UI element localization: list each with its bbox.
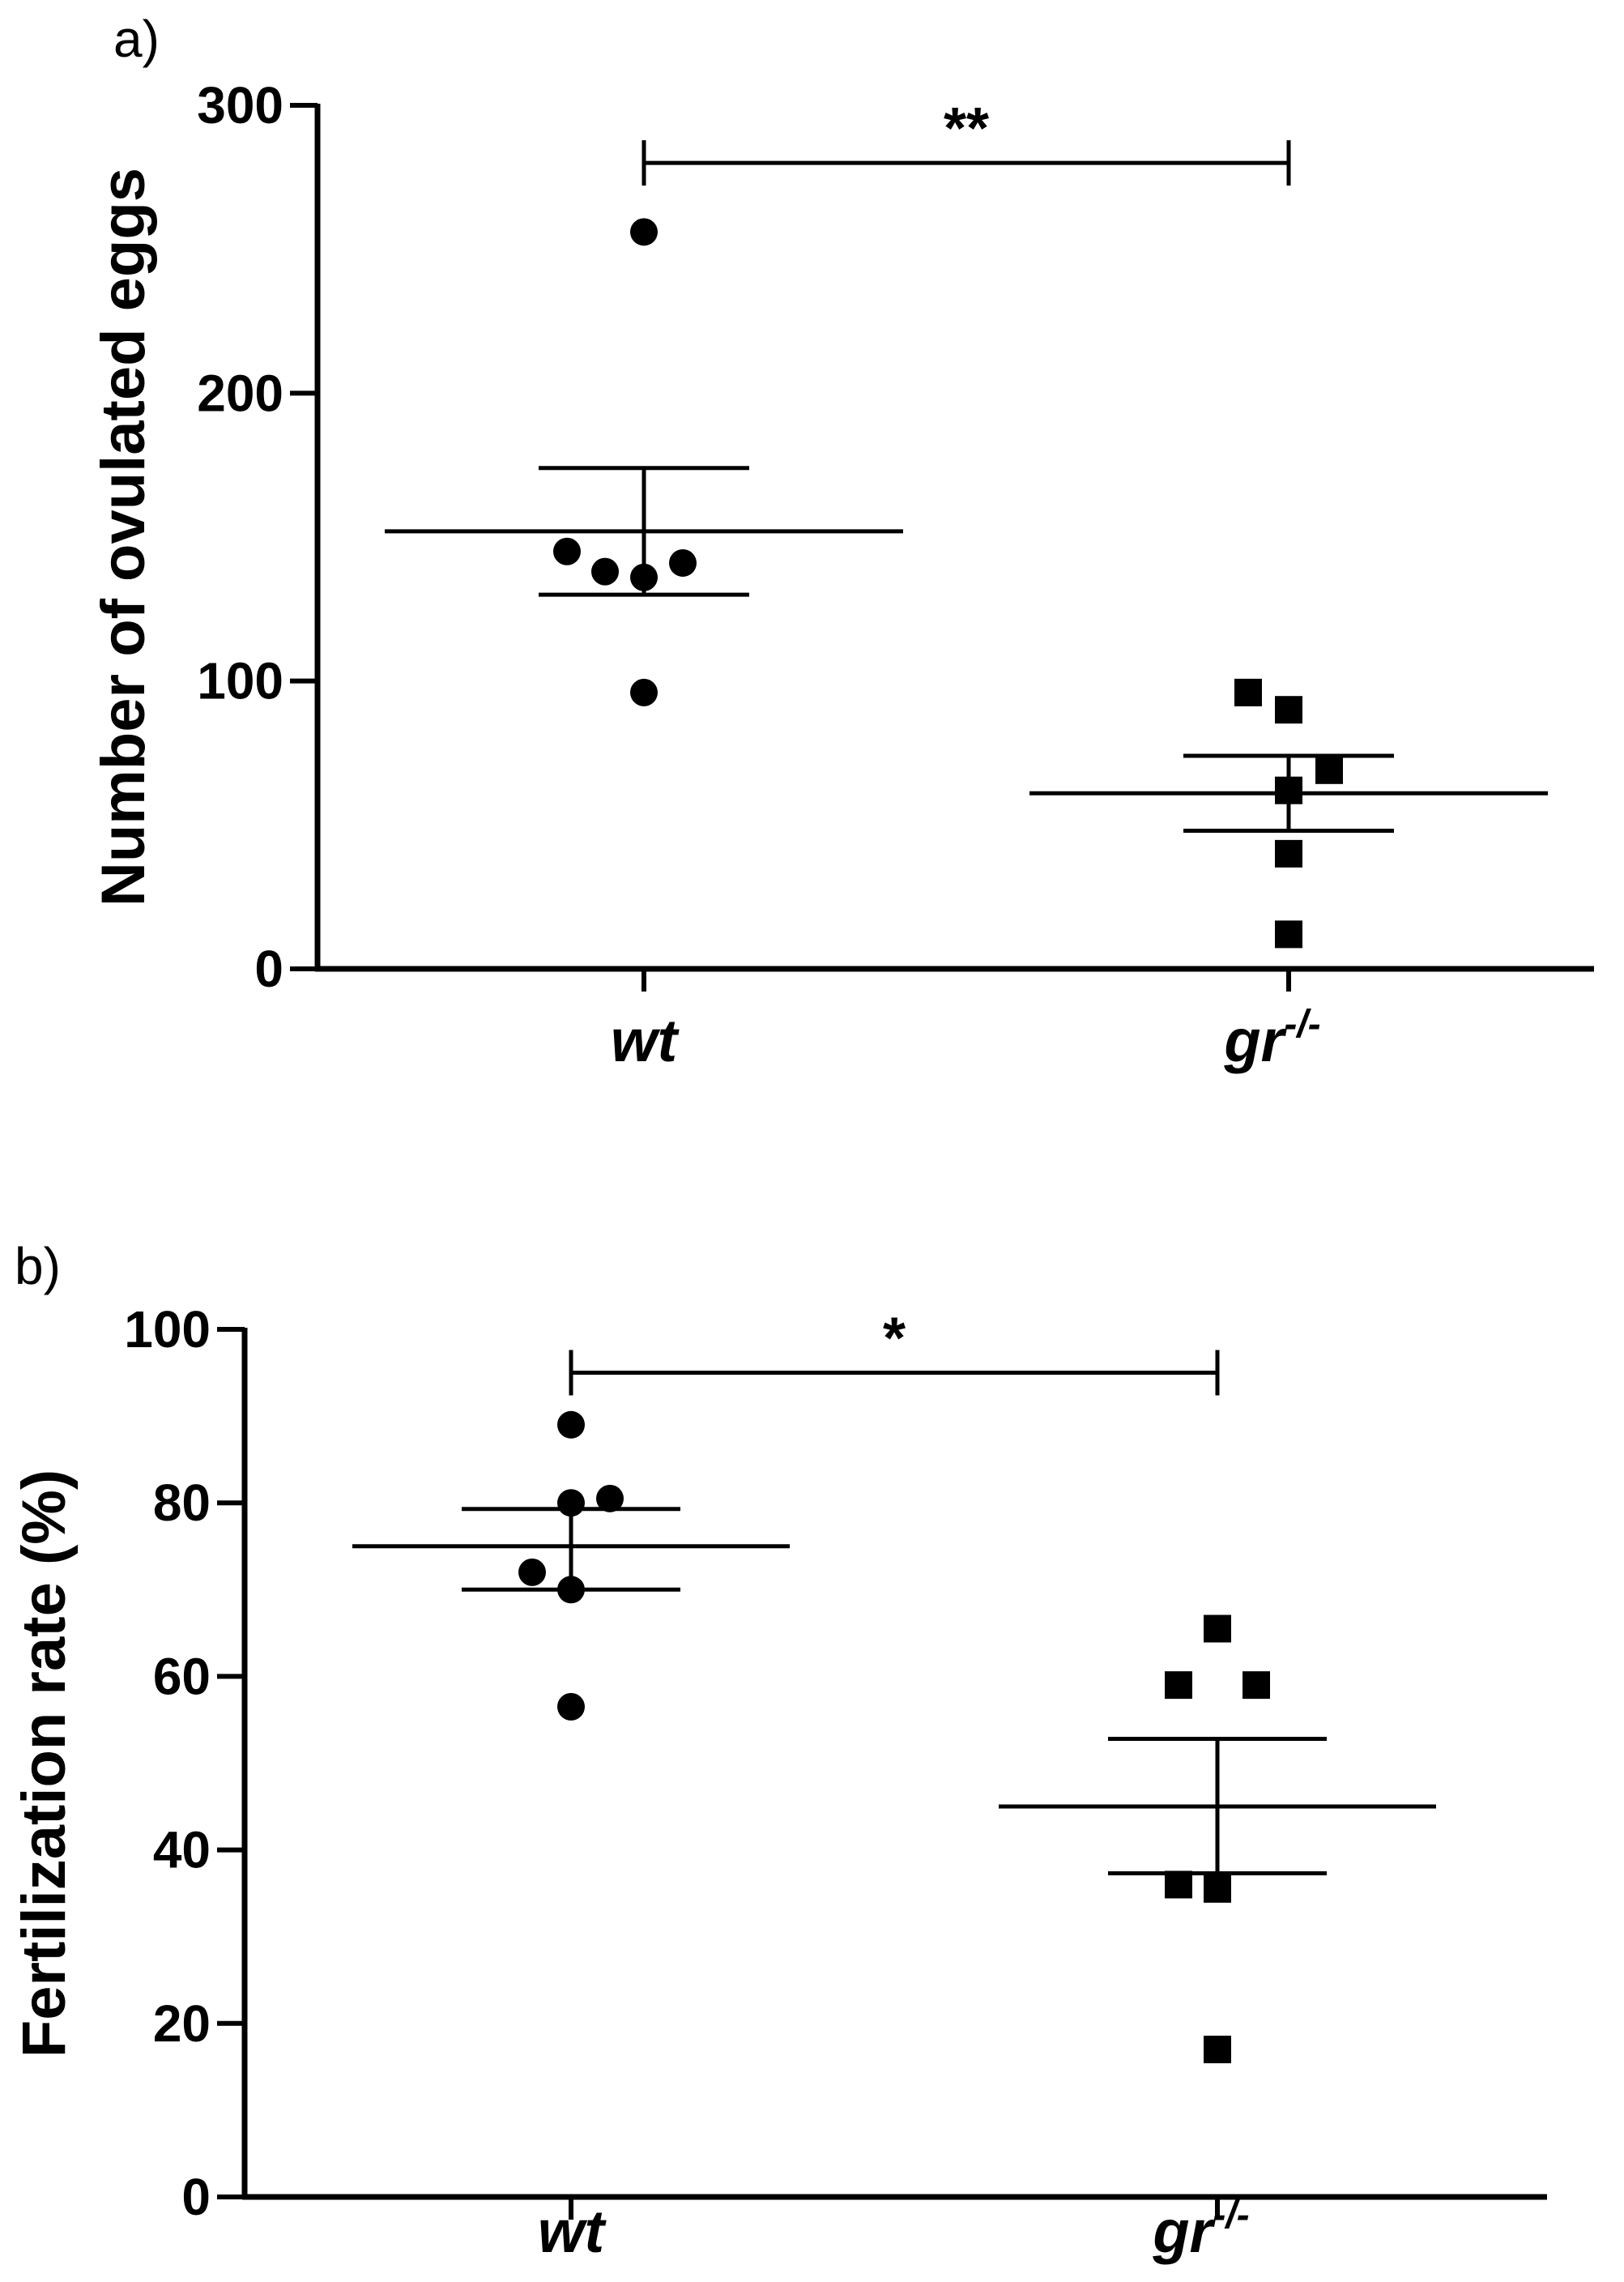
panel-b-point-wt xyxy=(557,1692,585,1721)
panel-a-x-tick-label-wt: wt xyxy=(611,1007,680,1074)
panel-b-y-tick-label: 60 xyxy=(153,1647,211,1705)
panel-a-y-axis-label: Number of ovulated eggs xyxy=(89,168,158,906)
panel-b-y-tick-label: 80 xyxy=(153,1474,211,1532)
panel-b-y-tick-label: 40 xyxy=(153,1821,211,1879)
panel-a-point-gr xyxy=(1315,756,1343,784)
panel-a-y-tick-label: 100 xyxy=(197,652,283,710)
panel-a-point-wt xyxy=(630,218,658,246)
panel-b-y-axis-label: Fertilization rate (%) xyxy=(10,1469,79,2058)
panel-b-point-wt xyxy=(596,1484,624,1512)
panel-b-x-tick-label-wt: wt xyxy=(538,2198,607,2265)
panel-b-y-tick-label: 20 xyxy=(153,1994,211,2053)
panel-b-point-gr xyxy=(1243,1671,1270,1700)
panel-b-point-gr xyxy=(1165,1671,1192,1700)
panel-b-point-gr xyxy=(1204,1875,1231,1903)
panel-b-significance-label: * xyxy=(883,1307,906,1371)
panel-a-label: a) xyxy=(113,10,160,68)
panel-a-point-gr xyxy=(1234,678,1262,706)
panel-a-y-tick-label: 0 xyxy=(254,940,283,998)
panel-a-point-gr xyxy=(1275,696,1302,724)
panel-b-x-tick-label-gr: gr-/- xyxy=(1152,2194,1249,2265)
panel-b-y-tick-label: 0 xyxy=(181,2168,211,2226)
panel-a-point-wt xyxy=(630,678,658,706)
panel-a-y-tick-label: 300 xyxy=(197,76,283,134)
panel-b-point-gr xyxy=(1165,1870,1192,1899)
panel-a-point-wt xyxy=(669,548,697,577)
panel-b-y-tick-label: 100 xyxy=(124,1300,211,1359)
panel-a-y-tick-label: 200 xyxy=(197,364,283,422)
panel-b-point-gr xyxy=(1204,1614,1231,1643)
panel-b-point-gr xyxy=(1204,2035,1231,2063)
panel-a-point-gr xyxy=(1275,839,1302,868)
panel-a-point-gr xyxy=(1275,920,1302,949)
panel-b-label: b) xyxy=(15,1237,61,1295)
panel-a-point-wt xyxy=(591,557,619,586)
panel-b-point-wt xyxy=(518,1558,546,1586)
panel-b-point-wt xyxy=(557,1410,585,1439)
panel-a-significance-label: ** xyxy=(944,96,989,161)
panel-a-point-wt xyxy=(553,537,581,565)
panel-a-x-tick-label-gr: gr-/- xyxy=(1223,1003,1320,1074)
